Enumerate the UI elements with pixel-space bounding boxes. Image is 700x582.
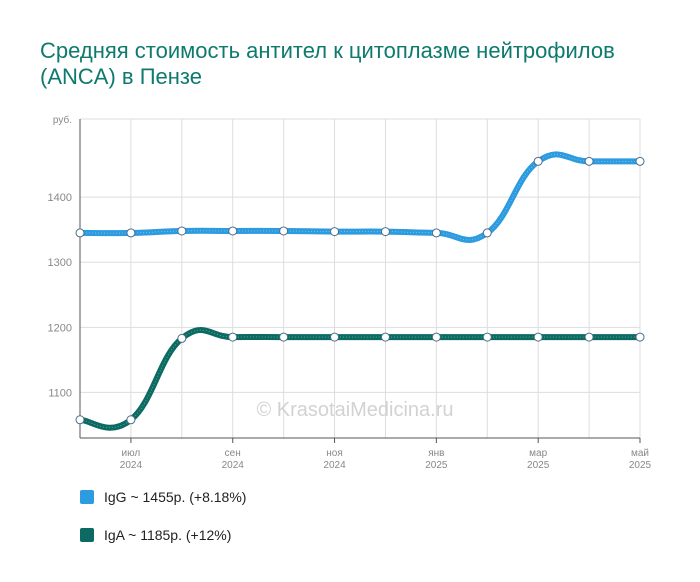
data-point-iga: [482, 332, 492, 342]
data-point-iga: [177, 333, 187, 343]
x-tick-year: 2025: [527, 460, 550, 471]
x-tick-year: 2025: [629, 460, 652, 471]
data-point-igg: [380, 227, 390, 237]
data-point-iga: [533, 332, 543, 342]
x-tick-year: 2024: [323, 460, 346, 471]
legend-item-igg[interactable]: IgG ~ 1455р. (+8.18%): [80, 486, 246, 508]
data-point-igg: [635, 156, 645, 166]
x-tick-year: 2025: [425, 460, 448, 471]
legend-swatch-iga: [80, 528, 94, 542]
y-tick-label: 1300: [48, 257, 72, 269]
series-line-texture-igg: [79, 154, 640, 241]
x-tick-month: ноя: [326, 448, 343, 459]
data-point-igg: [533, 156, 543, 166]
data-point-iga: [330, 332, 340, 342]
legend-label-iga: IgA ~ 1185р. (+12%): [104, 527, 232, 543]
x-tick-month: май: [631, 448, 649, 459]
data-point-igg: [177, 226, 187, 236]
y-tick-label: 1100: [48, 387, 72, 399]
data-point-iga: [279, 332, 289, 342]
data-point-igg: [330, 227, 340, 237]
watermark: © KrasotaiMedicina.ru: [256, 399, 453, 421]
data-point-iga: [126, 415, 136, 425]
x-tick-month: сен: [225, 448, 241, 459]
data-point-iga: [380, 332, 390, 342]
points-group: [75, 156, 645, 425]
data-point-igg: [279, 226, 289, 236]
data-point-igg: [126, 228, 136, 238]
y-unit-label: руб.: [53, 114, 72, 126]
legend-swatch-igg: [80, 490, 94, 504]
data-point-igg: [431, 228, 441, 238]
chart-title: Средняя стоимость антител к цитоплазме н…: [40, 38, 615, 89]
series-group: [77, 151, 643, 431]
data-point-iga: [75, 415, 85, 425]
data-point-igg: [75, 228, 85, 238]
x-tick-year: 2024: [222, 460, 245, 471]
x-tick-year: 2024: [120, 460, 143, 471]
data-point-iga: [584, 332, 594, 342]
x-tick-month: янв: [428, 448, 444, 459]
data-point-igg: [228, 226, 238, 236]
data-point-iga: [228, 332, 238, 342]
axes: 1100120013001400руб.июл2024сен2024ноя202…: [48, 114, 652, 471]
legend-item-iga[interactable]: IgA ~ 1185р. (+12%): [80, 524, 246, 546]
x-tick-month: мар: [529, 448, 547, 459]
data-point-igg: [584, 156, 594, 166]
legend: IgG ~ 1455р. (+8.18%) IgA ~ 1185р. (+12%…: [80, 486, 246, 562]
legend-label-igg: IgG ~ 1455р. (+8.18%): [104, 489, 247, 505]
data-point-iga: [635, 332, 645, 342]
y-tick-label: 1400: [48, 192, 72, 204]
grid-lines: [79, 118, 641, 438]
data-point-iga: [431, 332, 441, 342]
y-tick-label: 1200: [48, 322, 72, 334]
data-point-igg: [482, 228, 492, 238]
x-tick-month: июл: [122, 448, 141, 459]
